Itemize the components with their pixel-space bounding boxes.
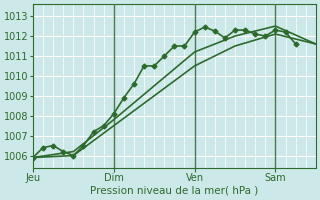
X-axis label: Pression niveau de la mer( hPa ): Pression niveau de la mer( hPa ) <box>90 186 259 196</box>
